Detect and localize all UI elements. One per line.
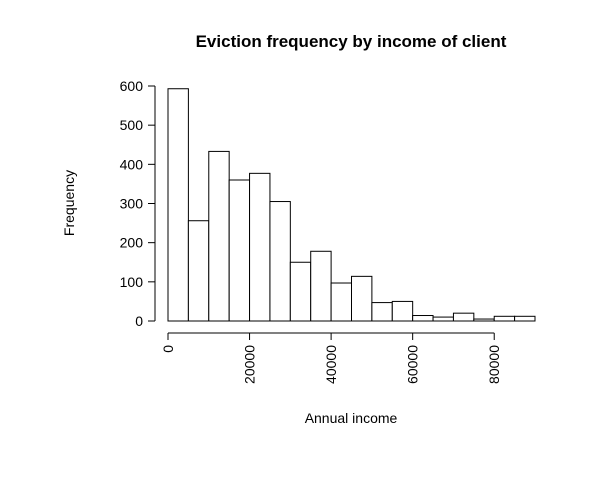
histogram-bar <box>452 312 475 322</box>
x-tick-label: 0 <box>160 345 176 353</box>
y-tick-label: 500 <box>120 117 144 133</box>
histogram-bar <box>493 315 516 322</box>
chart-title: Eviction frequency by income of client <box>196 32 507 51</box>
histogram-bar <box>432 316 454 322</box>
histogram-bar <box>391 300 414 322</box>
histogram-bar <box>208 150 230 322</box>
x-tick-label: 60000 <box>405 345 421 384</box>
histogram-bar <box>310 250 332 322</box>
y-tick-label: 0 <box>135 313 143 329</box>
histogram-bar <box>371 302 393 322</box>
y-tick-label: 600 <box>120 78 144 94</box>
x-tick-label: 40000 <box>323 345 339 384</box>
y-tick-label: 400 <box>120 156 144 172</box>
histogram-bar <box>351 275 373 322</box>
histogram-bar <box>249 172 271 322</box>
histogram-bar <box>514 315 536 322</box>
histogram-bar <box>228 179 251 322</box>
y-axis-label: Frequency <box>61 170 77 236</box>
histogram-bar <box>289 261 312 322</box>
x-tick-label: 20000 <box>242 345 258 384</box>
x-axis-label: Annual income <box>305 410 398 426</box>
histogram-bar <box>473 318 495 322</box>
y-tick-label: 100 <box>120 274 144 290</box>
histogram-bar <box>412 315 434 322</box>
x-axis: 0 20000 40000 60000 80000 <box>160 332 502 384</box>
y-tick-label: 200 <box>120 235 144 251</box>
histogram-bar <box>269 201 291 322</box>
histogram-bar <box>187 220 210 322</box>
histogram-bars <box>167 88 536 322</box>
histogram-bar <box>330 282 352 322</box>
y-axis: 0 100 200 300 400 500 600 <box>120 78 156 329</box>
y-tick-label: 300 <box>120 196 144 212</box>
histogram-bar <box>167 88 189 322</box>
x-tick-label: 80000 <box>486 345 502 384</box>
